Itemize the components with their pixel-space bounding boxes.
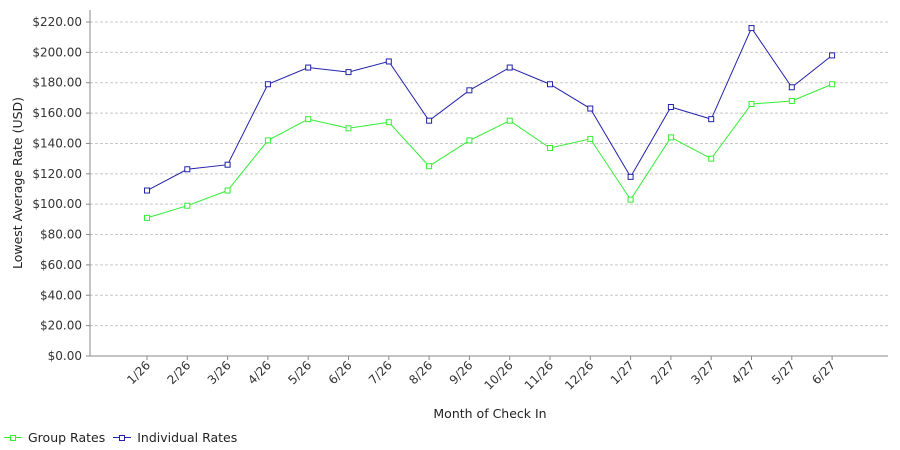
x-tick-label: 7/26: [366, 358, 395, 387]
y-tick-label: $220.00: [32, 15, 82, 29]
data-point[interactable]: [547, 81, 553, 88]
x-tick-label: 10/26: [481, 358, 515, 392]
x-tick-label: 9/26: [447, 358, 476, 387]
data-point[interactable]: [547, 145, 553, 152]
series-group-rates: [144, 81, 836, 221]
individual-rates-swatch-icon: [113, 433, 132, 443]
data-point[interactable]: [788, 97, 795, 104]
x-tick-label: 6/26: [326, 358, 355, 387]
data-point[interactable]: [829, 81, 836, 88]
data-point[interactable]: [385, 58, 392, 65]
x-tick-label: 3/26: [205, 358, 234, 387]
data-point[interactable]: [627, 173, 634, 180]
data-point[interactable]: [345, 125, 352, 132]
data-point[interactable]: [506, 117, 513, 124]
x-tick-label: 8/26: [406, 358, 435, 387]
series-individual-rates: [144, 25, 836, 194]
grid-lines: [90, 21, 888, 327]
data-point[interactable]: [184, 166, 191, 173]
x-tick-label: 12/26: [562, 358, 596, 392]
data-point[interactable]: [506, 64, 513, 71]
y-tick-label: $60.00: [40, 258, 82, 272]
series-lines: [144, 25, 836, 221]
x-tick-label: 3/27: [688, 358, 717, 387]
x-tick-label: 2/27: [648, 358, 677, 387]
data-point[interactable]: [587, 105, 594, 112]
legend-item-group-rates[interactable]: Group Rates: [4, 430, 105, 445]
y-tick-label: $180.00: [32, 76, 82, 90]
data-point[interactable]: [305, 64, 312, 71]
data-point[interactable]: [708, 155, 715, 162]
x-tick-label: 4/27: [729, 358, 758, 387]
group-rates-swatch-icon: [4, 433, 22, 443]
data-point[interactable]: [667, 134, 674, 141]
x-tick-label: 1/27: [608, 358, 637, 387]
y-tick-label: $160.00: [32, 106, 82, 120]
x-tick-label: 4/26: [245, 358, 274, 387]
data-point[interactable]: [426, 117, 433, 124]
data-point[interactable]: [708, 116, 715, 123]
data-point[interactable]: [224, 161, 231, 168]
x-tick-label: 5/26: [285, 358, 314, 387]
x-tick-labels: 1/26 2/26 3/26 4/26 5/26 6/26 7/26 8/26 9/26 10/2…: [124, 358, 838, 392]
data-point[interactable]: [144, 214, 150, 221]
data-point[interactable]: [305, 116, 312, 123]
legend: Group Rates Individual Rates: [4, 430, 245, 445]
data-point[interactable]: [264, 81, 271, 88]
y-tick-label: $200.00: [32, 45, 82, 59]
x-tick-label: 2/26: [164, 358, 193, 387]
axes: [86, 10, 888, 360]
x-axis-title: Month of Check In: [433, 406, 546, 421]
data-point[interactable]: [748, 100, 755, 107]
legend-label-group-rates: Group Rates: [28, 430, 106, 445]
x-tick-label: 6/27: [809, 358, 838, 387]
y-tick-label: $140.00: [32, 136, 82, 150]
y-tick-label: $120.00: [32, 167, 82, 181]
legend-label-individual-rates: Individual Rates: [137, 430, 238, 445]
data-point[interactable]: [587, 135, 594, 142]
data-point[interactable]: [144, 187, 150, 194]
y-tick-labels: $0.00 $20.00 $40.00 $60.00 $80.00 $100.00 $120…: [32, 15, 82, 363]
y-axis-title: Lowest Average Rate (USD): [10, 97, 25, 269]
data-point[interactable]: [224, 187, 231, 194]
y-tick-label: $0.00: [48, 349, 82, 363]
y-tick-label: $40.00: [40, 288, 82, 302]
series-line: [146, 83, 833, 219]
data-point[interactable]: [748, 25, 755, 32]
y-tick-label: $100.00: [32, 197, 82, 211]
y-tick-label: $20.00: [40, 319, 82, 333]
data-point[interactable]: [627, 196, 634, 203]
line-chart: $0.00 $20.00 $40.00 $60.00 $80.00 $100.00 $120…: [10, 10, 888, 421]
data-point[interactable]: [426, 163, 433, 170]
data-point[interactable]: [829, 52, 836, 59]
legend-item-individual-rates[interactable]: Individual Rates: [113, 430, 237, 445]
data-point[interactable]: [466, 87, 473, 94]
y-tick-label: $80.00: [40, 228, 82, 242]
series-line: [146, 27, 833, 191]
x-tick-label: 5/27: [769, 358, 798, 387]
data-point[interactable]: [466, 137, 473, 144]
data-point[interactable]: [345, 69, 352, 76]
x-tick-label: 11/26: [522, 358, 556, 392]
data-point[interactable]: [788, 84, 795, 91]
x-tick-label: 1/26: [124, 358, 153, 387]
data-point[interactable]: [385, 119, 392, 126]
data-point[interactable]: [264, 137, 271, 144]
data-point[interactable]: [667, 104, 674, 111]
data-point[interactable]: [184, 202, 191, 209]
